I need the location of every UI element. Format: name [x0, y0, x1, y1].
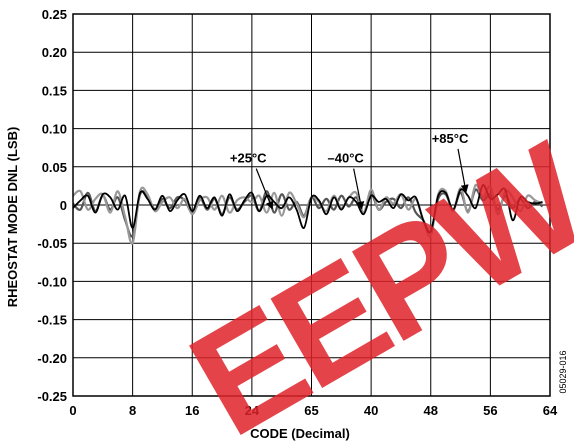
x-tick-labels: 0 8 16 24 65 40 48 56 64 — [69, 403, 558, 418]
x-tick-label: 8 — [129, 403, 136, 418]
x-tick-label: 56 — [483, 403, 497, 418]
y-tick-label: 0.05 — [42, 160, 67, 175]
y-tick-label: 0.10 — [42, 122, 67, 137]
y-tick-label: -0.10 — [37, 274, 67, 289]
y-tick-label: 0 — [60, 198, 67, 213]
plot-frame — [72, 13, 551, 397]
x-tick-label: 65 — [304, 403, 318, 418]
annotation-label: +25°C — [230, 151, 267, 166]
annotation-arrow — [457, 148, 469, 193]
y-tick-label: -0.25 — [37, 389, 67, 404]
series-line-2 — [72, 183, 543, 245]
y-tick-label: 0.25 — [42, 7, 67, 22]
annotation-label: +85°C — [432, 131, 469, 146]
x-tick-label: 16 — [185, 403, 199, 418]
x-tick-label: 0 — [69, 403, 76, 418]
x-tick-label: 40 — [364, 403, 378, 418]
annotations: +25°C –40°C +85°C — [230, 131, 469, 210]
x-tick-label: 48 — [424, 403, 438, 418]
y-axis-title: RHEOSTAT MODE DNL (LSB) — [5, 127, 20, 308]
x-tick-label: 64 — [543, 403, 558, 418]
y-tick-label: -0.05 — [37, 236, 67, 251]
y-tick-labels: 0.25 0.20 0.15 0.10 0.05 0 -0.05 -0.10 -0.15 -0.2… — [37, 7, 67, 404]
y-tick-label: -0.20 — [37, 351, 67, 366]
annotation-arrow — [255, 168, 274, 210]
y-tick-label: -0.15 — [37, 313, 67, 328]
annotation-arrow — [353, 168, 365, 210]
x-axis-title: CODE (Decimal) — [250, 426, 350, 441]
y-tick-label: 0.15 — [42, 83, 67, 98]
y-tick-label: 0.20 — [42, 45, 67, 60]
figure-id: 05029-016 — [558, 350, 568, 393]
annotation-label: –40°C — [328, 151, 365, 166]
x-tick-label: 24 — [245, 403, 260, 418]
